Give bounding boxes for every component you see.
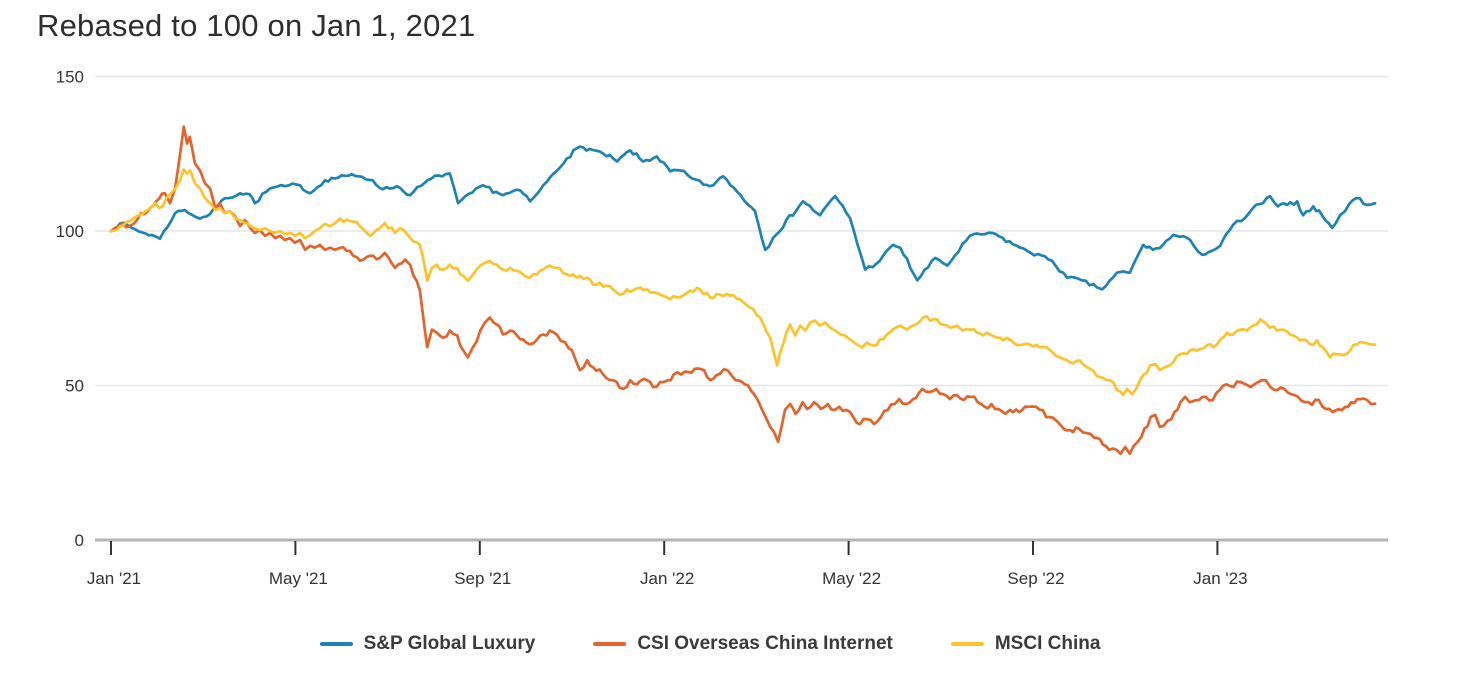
legend-line-swatch-icon xyxy=(950,642,984,646)
legend-label: MSCI China xyxy=(994,633,1101,654)
y-axis-label: 100 xyxy=(56,222,84,241)
line-chart-plot: 0 50 100 150 Jan '21 May '21 Sep '21 Jan '22 May… xyxy=(56,68,1388,588)
x-axis-label: Jan '23 xyxy=(1193,569,1247,588)
legend-item-csi-overseas-china-internet[interactable]: CSI Overseas China Internet xyxy=(593,633,893,655)
y-axis-label: 50 xyxy=(65,377,84,396)
x-axis-label: Jan '21 xyxy=(87,569,141,588)
legend-label: CSI Overseas China Internet xyxy=(637,633,893,654)
legend-item-msci-china[interactable]: MSCI China xyxy=(950,633,1101,655)
y-axis-label: 150 xyxy=(56,68,84,87)
series-line-msci-china xyxy=(109,168,1377,397)
legend-line-swatch-icon xyxy=(593,642,627,646)
chart-legend: S&P Global Luxury CSI Overseas China Inte… xyxy=(0,633,1420,655)
x-axis-label: Jan '22 xyxy=(640,569,694,588)
x-axis-label: Sep '22 xyxy=(1007,569,1064,588)
legend-item-s-p-global-luxury[interactable]: S&P Global Luxury xyxy=(319,633,536,655)
series-line-csi-overseas-china-internet xyxy=(109,125,1377,456)
legend-label: S&P Global Luxury xyxy=(363,633,536,654)
y-axis-label: 0 xyxy=(75,531,84,550)
series-line-s-p-global-luxury xyxy=(109,145,1377,291)
x-axis-label: May '21 xyxy=(269,569,328,588)
chart-title: Rebased to 100 on Jan 1, 2021 xyxy=(37,8,476,43)
x-axis-label: Sep '21 xyxy=(454,569,511,588)
x-axis-label: May '22 xyxy=(822,569,881,588)
legend-line-swatch-icon xyxy=(319,642,353,646)
